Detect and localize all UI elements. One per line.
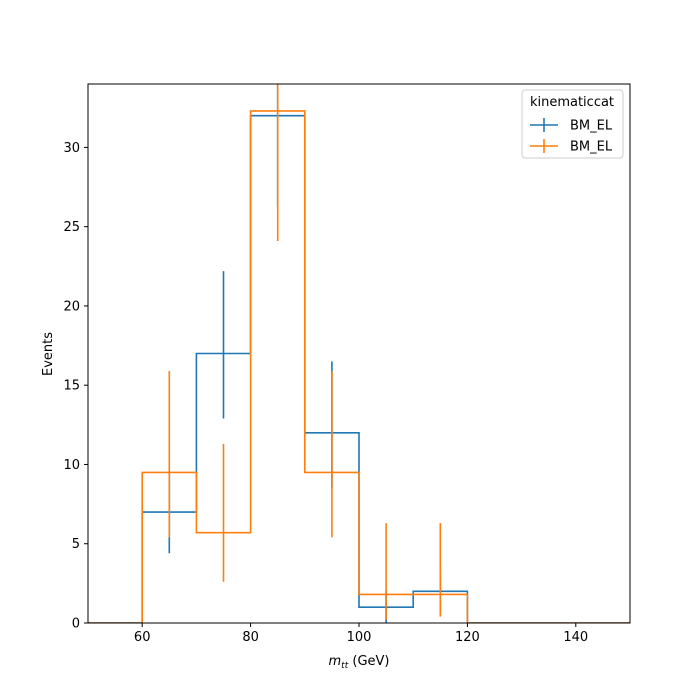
x-axis-label: mtt (GeV) [329, 654, 390, 671]
legend-label: BM_EL [570, 119, 613, 134]
x-tick-label: 140 [563, 630, 588, 645]
series-2 [88, 84, 630, 623]
legend: kinematiccat BM_EL BM_EL [521, 89, 624, 159]
x-axis-label-unit: (GeV) [348, 654, 389, 669]
y-tick-label: 25 [63, 220, 80, 235]
x-tick-label: 120 [455, 630, 480, 645]
legend-label: BM_EL [570, 140, 613, 155]
x-tick-label: 60 [134, 630, 151, 645]
y-tick-label: 0 [72, 617, 80, 632]
y-tick-label: 10 [63, 458, 80, 473]
y-tick-label: 15 [63, 379, 80, 394]
x-axis-label-var: m [329, 654, 342, 669]
legend-item: BM_EL [530, 139, 613, 155]
x-axis-ticks: 60 80 100 120 140 [134, 623, 588, 645]
y-tick-label: 30 [63, 141, 80, 156]
legend-item: BM_EL [530, 118, 613, 134]
x-axis-label-sub: tt [341, 661, 349, 671]
y-axis-label: Events [41, 332, 56, 376]
y-tick-label: 5 [72, 537, 80, 552]
legend-box [521, 89, 624, 159]
x-tick-label: 80 [242, 630, 259, 645]
series-step-line [88, 110, 630, 623]
x-tick-label: 100 [347, 630, 372, 645]
legend-title: kinematiccat [530, 95, 614, 110]
plot-area [88, 84, 630, 623]
y-axis-ticks: 0 5 10 15 20 25 30 [63, 141, 88, 632]
y-tick-label: 20 [63, 299, 80, 314]
